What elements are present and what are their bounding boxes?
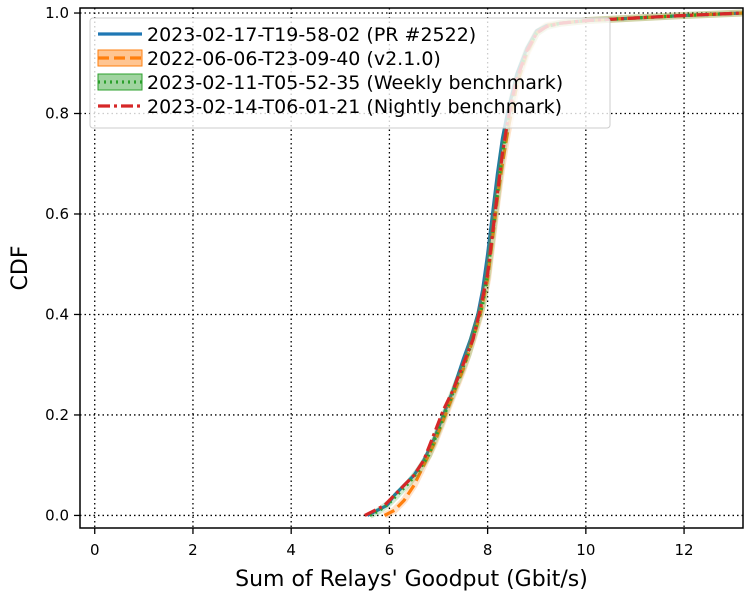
- x-tick-label: 0: [90, 541, 100, 559]
- x-tick-label: 2: [188, 541, 198, 559]
- axis-ticks: 0 2 4 6 8 10 12 0.0 0.2 0.4 0.6 0.8 1.0: [45, 4, 693, 559]
- x-tick-label: 4: [286, 541, 296, 559]
- y-tick-label: 0.8: [45, 105, 69, 123]
- legend: 2023-02-17-T19-58-02 (PR #2522)2022-06-0…: [89, 17, 611, 129]
- x-tick-label: 8: [483, 541, 493, 559]
- legend-box: [89, 17, 611, 129]
- y-tick-label: 0.0: [45, 506, 69, 524]
- y-tick-label: 0.4: [45, 305, 69, 323]
- plot-frame: [79, 7, 744, 529]
- y-axis-title: CDF: [8, 246, 33, 291]
- legend-label: 2022-06-06-T23-09-40 (v2.1.0): [147, 48, 441, 70]
- y-tick-label: 1.0: [45, 4, 69, 22]
- legend-entries: 2023-02-17-T19-58-02 (PR #2522)2022-06-0…: [97, 24, 563, 118]
- legend-label: 2023-02-14-T06-01-21 (Nightly benchmark): [147, 96, 562, 118]
- y-tick-label: 0.2: [45, 406, 69, 424]
- x-tick-label: 10: [576, 541, 595, 559]
- x-axis-title: Sum of Relays' Goodput (Gbit/s): [235, 567, 588, 592]
- y-tick-label: 0.6: [45, 205, 69, 223]
- legend-label: 2023-02-11-T05-52-35 (Weekly benchmark): [147, 72, 563, 94]
- legend-label: 2023-02-17-T19-58-02 (PR #2522): [147, 24, 476, 46]
- x-tick-label: 6: [385, 541, 395, 559]
- x-tick-label: 12: [675, 541, 694, 559]
